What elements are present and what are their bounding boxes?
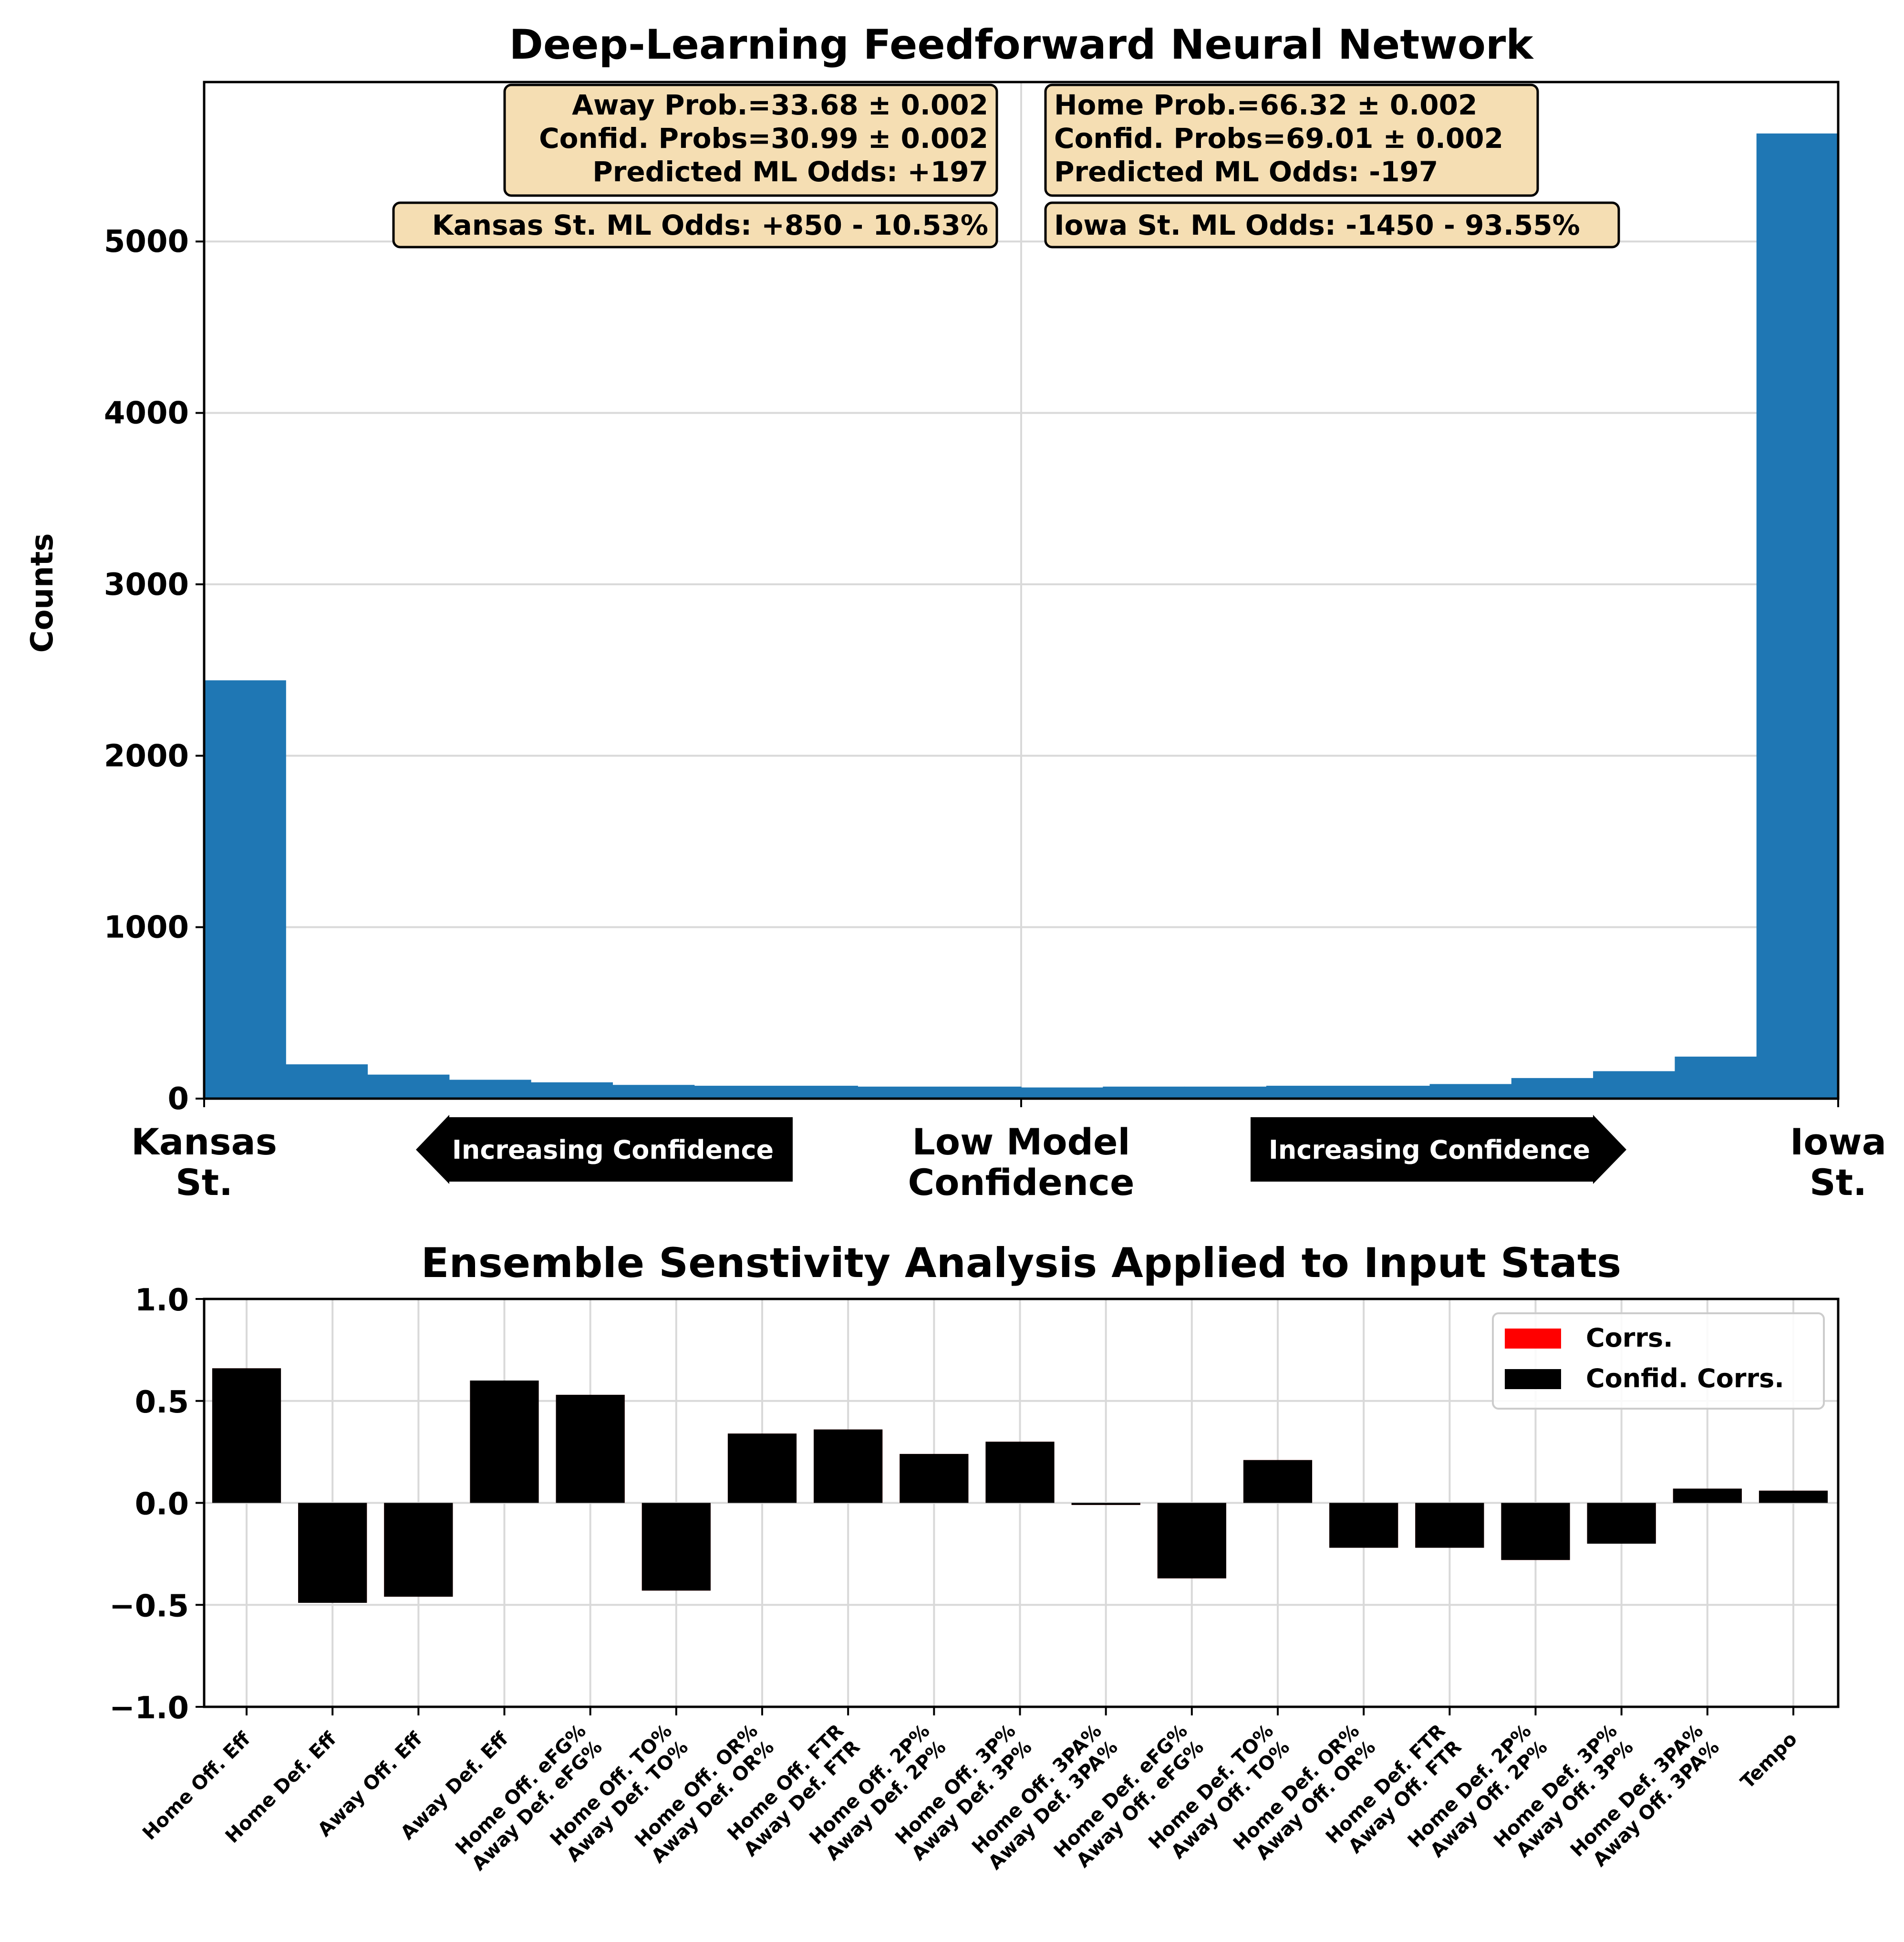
histogram-bar [939, 1086, 1022, 1099]
confid-corrs-bar [1673, 1488, 1742, 1503]
away-ml-odds-text: Kansas St. ML Odds: +850 - 10.53% [432, 209, 988, 241]
legend-swatch-corrs [1505, 1329, 1561, 1349]
histogram-bar [204, 680, 286, 1099]
confid-corrs-bar [1329, 1503, 1398, 1548]
histogram-bar [1184, 1086, 1267, 1099]
bottom-sensitivity-bars [212, 1368, 1828, 1603]
confid-corrs-bar [384, 1503, 453, 1597]
right-arrow-shape [1251, 1115, 1626, 1184]
top-y-tick-label: 4000 [104, 396, 189, 431]
confid-corrs-bar [556, 1394, 625, 1503]
confid-corrs-bar [470, 1381, 539, 1503]
histogram-bar [1348, 1086, 1430, 1099]
x-tick-label-line: Tempo [1737, 1728, 1801, 1793]
legend: Corrs. Confid. Corrs. [1492, 1312, 1825, 1410]
left-confidence-arrow: Increasing Confidence [416, 1115, 793, 1184]
bottom-y-tick-label: 0.0 [135, 1487, 189, 1522]
right-confidence-arrow: Increasing Confidence [1251, 1115, 1626, 1184]
histogram-bar [1593, 1071, 1675, 1099]
home-confid-line: Confid. Probs=69.01 ± 0.002 [1054, 122, 1503, 155]
away-confid-line: Confid. Probs=30.99 ± 0.002 [539, 122, 988, 155]
bottom-y-ticks: 1.0 0.5 0.0 −0.5 −1.0 [109, 1283, 204, 1726]
home-ml-odds-box: Iowa St. ML Odds: -1450 - 93.55% [1044, 201, 1620, 249]
histogram-bar [694, 1086, 776, 1099]
away-odds-pred-line: Predicted ML Odds: +197 [592, 156, 988, 188]
histogram-bar [612, 1085, 695, 1099]
x-label-center-line1: Low Model [912, 1121, 1130, 1163]
confid-corrs-bar [1415, 1503, 1484, 1548]
away-ml-odds-box: Kansas St. ML Odds: +850 - 10.53% [392, 201, 998, 249]
top-y-tick-label: 2000 [104, 738, 189, 774]
legend-frame [1492, 1312, 1825, 1410]
confid-corrs-bar [1501, 1503, 1570, 1560]
confid-corrs-bar [1071, 1503, 1140, 1505]
home-probability-box: Home Prob.=66.32 ± 0.002 Confid. Probs=6… [1044, 83, 1539, 197]
home-ml-odds-text: Iowa St. ML Odds: -1450 - 93.55% [1054, 209, 1580, 241]
top-y-tick-label: 5000 [104, 224, 189, 260]
confid-corrs-bar [727, 1433, 797, 1503]
left-arrow-shape [416, 1115, 793, 1184]
home-ml-odds-box-bg [1044, 201, 1620, 249]
confid-corrs-bar [212, 1368, 281, 1503]
away-prob-line: Away Prob.=33.68 ± 0.002 [572, 89, 988, 121]
legend-label-corrs: Corrs. [1586, 1323, 1673, 1353]
histogram-bar [531, 1082, 613, 1099]
histogram-bar [1511, 1078, 1594, 1099]
confid-corrs-bar [1587, 1503, 1656, 1544]
bottom-y-tick-label: 1.0 [135, 1283, 189, 1318]
left-arrow-label: Increasing Confidence [452, 1135, 774, 1165]
away-ml-odds-box-bg [392, 201, 998, 249]
confid-corrs-bar [900, 1454, 969, 1503]
bottom-y-tick-label: −0.5 [109, 1589, 189, 1624]
confid-corrs-bar [642, 1503, 711, 1591]
bottom-y-tick-label: 0.5 [135, 1385, 189, 1420]
histogram-bar [1021, 1087, 1103, 1099]
top-histogram-bars [204, 133, 1839, 1099]
top-y-tick-label: 0 [167, 1081, 189, 1117]
legend-swatch-confid-corrs [1505, 1369, 1561, 1389]
histogram-bar [858, 1086, 940, 1099]
confid-corrs-bar [1243, 1460, 1313, 1503]
x-label-center-line2: Confidence [908, 1161, 1134, 1204]
histogram-bar [1103, 1086, 1185, 1099]
histogram-bar [449, 1080, 531, 1099]
top-chart-title: Deep-Learning Feedforward Neural Network [509, 21, 1534, 69]
right-arrow-label: Increasing Confidence [1269, 1135, 1590, 1165]
top-y-tick-label: 1000 [104, 910, 189, 945]
x-label-away-team-line1: Kansas [131, 1121, 277, 1163]
histogram-bar [1429, 1084, 1512, 1099]
confid-corrs-bar [298, 1503, 367, 1603]
top-y-axis-label: Counts [25, 533, 60, 653]
x-label-home-team-line1: Iowa [1790, 1121, 1886, 1163]
histogram-bar [1675, 1056, 1757, 1099]
histogram-bar [776, 1086, 858, 1099]
confid-corrs-bar [985, 1442, 1055, 1503]
home-probability-box-bg [1044, 83, 1539, 197]
bottom-x-tick-label: Tempo [1737, 1728, 1801, 1793]
home-prob-line: Home Prob.=66.32 ± 0.002 [1054, 89, 1477, 121]
top-y-ticks: 0 1000 2000 3000 4000 5000 [104, 224, 1839, 1117]
histogram-bar [367, 1074, 450, 1099]
histogram-bar [286, 1064, 368, 1099]
away-probability-box-bg [503, 83, 998, 197]
bottom-y-tick-label: −1.0 [109, 1691, 189, 1726]
bottom-chart-title: Ensemble Senstivity Analysis Applied to … [421, 1239, 1622, 1287]
legend-label-confid-corrs: Confid. Corrs. [1586, 1363, 1784, 1393]
histogram-bar [1266, 1086, 1348, 1099]
confid-corrs-bar [1157, 1503, 1226, 1579]
home-odds-pred-line: Predicted ML Odds: -197 [1054, 156, 1438, 188]
top-y-tick-label: 3000 [104, 567, 189, 602]
confid-corrs-bar [814, 1429, 883, 1503]
away-probability-box: Away Prob.=33.68 ± 0.002 Confid. Probs=3… [503, 83, 998, 197]
x-label-home-team-line2: St. [1810, 1161, 1867, 1204]
histogram-bar [1756, 133, 1839, 1099]
x-label-away-team-line2: St. [176, 1161, 233, 1204]
confid-corrs-bar [1759, 1490, 1828, 1503]
